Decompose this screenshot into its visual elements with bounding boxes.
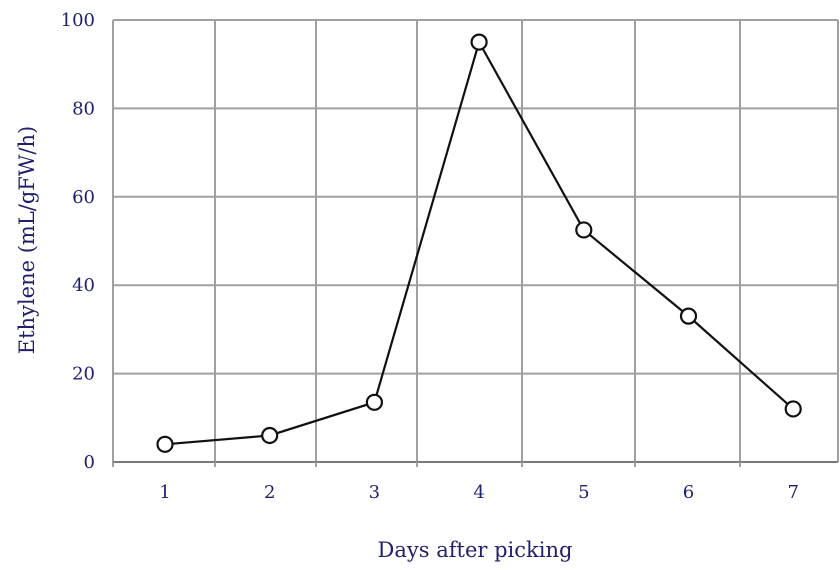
x-tick-label: 5 — [578, 482, 589, 503]
data-point — [156, 435, 174, 453]
y-tick-label: 60 — [72, 187, 95, 208]
x-tick-label: 1 — [159, 482, 170, 503]
grid — [112, 19, 839, 462]
data-point — [365, 393, 383, 411]
data-point — [470, 33, 488, 51]
y-tick-label: 0 — [84, 452, 95, 473]
x-tick-label: 6 — [683, 482, 694, 503]
x-axis-title: Days after picking — [378, 538, 573, 562]
x-tick-label: 7 — [787, 482, 798, 503]
y-axis-title: Ethylene (mL/gFW/h) — [15, 126, 39, 354]
data-point — [261, 426, 279, 445]
series-ethylene — [156, 33, 802, 453]
x-tick-label: 4 — [473, 482, 484, 503]
x-tick-label: 2 — [264, 482, 275, 503]
axes — [112, 461, 838, 467]
y-tick-label: 80 — [72, 98, 95, 119]
data-point — [575, 221, 593, 239]
y-tick-label: 40 — [72, 275, 95, 296]
data-point — [784, 400, 802, 418]
data-point — [679, 307, 698, 325]
x-tick-label: 3 — [369, 482, 380, 503]
y-tick-label: 100 — [61, 10, 95, 31]
series-line — [164, 39, 794, 446]
y-tick-labels: 0 20 40 60 80 100 — [61, 10, 95, 473]
y-tick-label: 20 — [72, 364, 95, 385]
x-tick-labels: 1 2 3 4 5 6 7 — [159, 482, 799, 503]
